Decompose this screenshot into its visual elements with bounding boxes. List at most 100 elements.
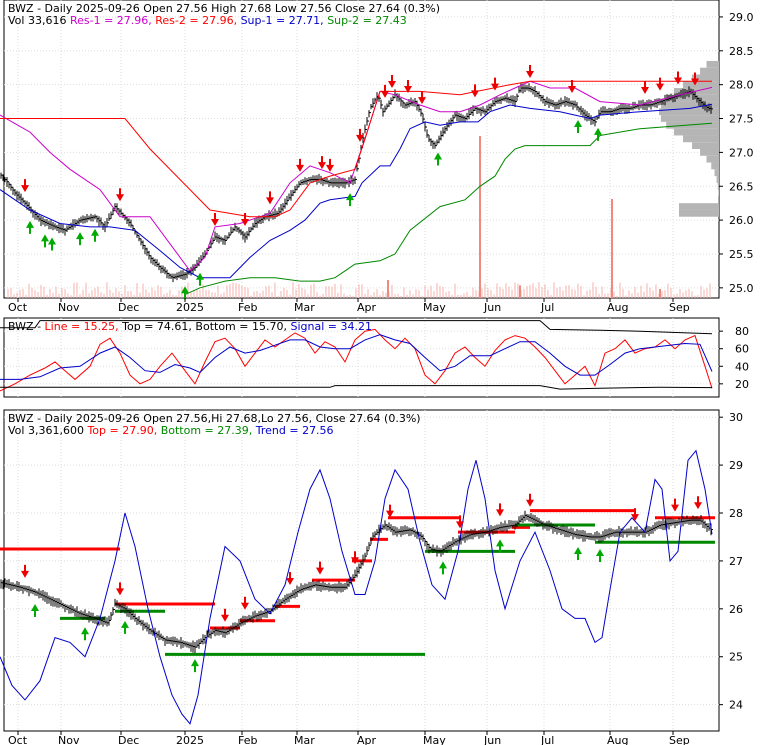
buy-arrow	[41, 234, 49, 248]
series-line-top	[0, 320, 713, 335]
x-tick-label: Mar	[294, 734, 315, 745]
sell-arrow	[496, 503, 504, 517]
sell-arrow	[241, 596, 249, 610]
panel-title-part: Bottom = 15.70,	[195, 320, 290, 333]
volume-profile-bar	[679, 209, 719, 217]
x-tick-label: Aug	[607, 734, 628, 745]
y-tick-label: 29.0	[729, 11, 754, 24]
sell-arrow	[641, 80, 649, 94]
x-tick-label: Aug	[607, 301, 628, 314]
y-tick-label: 25.0	[729, 282, 754, 295]
buy-arrow	[91, 228, 99, 242]
volume-profile-bar	[679, 203, 719, 210]
panel-3: 24 25 26 27 28 29 30 BWZ - Daily 2025-09-26 Ope…	[0, 409, 743, 745]
sell-arrow	[326, 158, 334, 172]
panel-title: BWZ - Daily 2025-09-26 Open 27.56,Hi 27.…	[8, 412, 421, 425]
x-tick-label: Feb	[238, 301, 257, 314]
x-tick-label: Sep	[669, 734, 690, 745]
volume-profile-bar	[674, 128, 719, 136]
sell-arrow	[456, 515, 464, 529]
buy-arrow	[76, 232, 84, 246]
x-tick-label: Jul	[540, 734, 554, 745]
x-tick-label: Dec	[118, 301, 139, 314]
y-tick-label: 20	[735, 378, 749, 391]
panel-subtitle-part: Top = 27.90,	[86, 424, 160, 437]
y-tick-label: 30	[729, 411, 743, 424]
sell-arrow	[526, 65, 534, 79]
panel-title-part: Top = 74.61,	[121, 320, 195, 333]
buy-arrow	[594, 127, 602, 141]
panel-title: BWZ - Line = 15.25, Top = 74.61, Bottom …	[8, 320, 372, 333]
panel-subtitle-part: Sup-1 = 27.71,	[241, 14, 328, 27]
panel-2: 20 40 60 80 BWZ - Line = 15.25, Top = 74.61,…	[0, 317, 749, 398]
sell-arrow	[418, 91, 426, 105]
sell-arrow	[631, 508, 639, 522]
volume-profile-bar	[716, 176, 719, 183]
x-tick-label: Nov	[58, 301, 80, 314]
volume-profile-bar	[659, 108, 719, 116]
volume-profile-bar	[660, 115, 719, 122]
panel-subtitle-part: Vol 3,361,600	[8, 424, 87, 437]
sell-arrow	[356, 128, 364, 142]
y-tick-label: 40	[735, 360, 749, 373]
buy-arrow	[574, 120, 582, 134]
y-tick-label: 60	[735, 343, 749, 356]
buy-arrow	[439, 561, 447, 575]
buy-arrow	[31, 604, 39, 618]
sell-arrow	[656, 77, 664, 91]
series-line-line	[0, 328, 713, 392]
panel-title-part: BWZ - Daily 2025-09-26 Open 27.56 High 2…	[8, 2, 440, 15]
volume-profile-bar	[692, 142, 719, 149]
sell-arrow	[674, 71, 682, 85]
series-line-sup-1	[0, 103, 713, 279]
x-tick-label: Oct	[8, 734, 28, 745]
series-line-bottom	[0, 385, 713, 390]
buy-arrow	[196, 272, 204, 286]
x-tick-label: Jul	[540, 301, 554, 314]
panel-subtitle: Vol 33,616 Res-1 = 27.96, Res-2 = 27.96,…	[8, 14, 407, 27]
panel-subtitle-part: Trend = 27.56	[255, 424, 334, 437]
y-tick-label: 27.0	[729, 146, 754, 159]
y-tick-label: 28.5	[729, 45, 754, 58]
y-tick-label: 29	[729, 459, 743, 472]
y-tick-label: 28	[729, 507, 743, 520]
panel-subtitle-part: Vol 33,616	[8, 14, 70, 27]
x-tick-label: Mar	[294, 301, 315, 314]
volume-profile-bar	[711, 162, 719, 170]
sell-arrow	[671, 498, 679, 512]
sell-arrow	[21, 179, 29, 193]
y-tick-label: 27	[729, 555, 743, 568]
y-tick-label: 26.0	[729, 214, 754, 227]
volume-profile-bar	[666, 121, 719, 129]
sell-arrow	[404, 79, 412, 93]
sell-arrow	[296, 158, 304, 172]
x-tick-label: 2025	[176, 734, 204, 745]
panel-title-part: BWZ - Daily 2025-09-26 Open 27.56,Hi 27.…	[8, 412, 421, 425]
buy-arrow	[48, 237, 56, 251]
y-tick-label: 25	[729, 651, 743, 664]
x-tick-label: Jun	[483, 734, 501, 745]
panel-title-part: BWZ -	[8, 320, 45, 333]
sell-arrow	[318, 156, 326, 170]
volume-profile-bar	[692, 74, 719, 82]
buy-arrow	[346, 193, 354, 207]
buy-arrow	[181, 286, 189, 300]
x-tick-label: Dec	[118, 734, 139, 745]
y-tick-label: 27.5	[729, 113, 754, 126]
sell-arrow	[691, 72, 699, 86]
x-tick-label: Jun	[483, 301, 501, 314]
volume-profile-bar	[717, 182, 719, 190]
volume-profile-bar	[683, 135, 719, 143]
sell-arrow	[241, 213, 249, 227]
volume-profile-bar	[700, 149, 719, 156]
sell-arrow	[381, 84, 389, 98]
sell-arrow	[526, 493, 534, 507]
panel-title-part: Line = 15.25,	[45, 320, 123, 333]
buy-arrow	[81, 627, 89, 641]
x-tick-label: May	[423, 301, 446, 314]
series-line-res-2	[0, 80, 712, 218]
buy-arrow	[121, 620, 129, 634]
sell-arrow	[694, 496, 702, 510]
series-line-sup-2	[184, 122, 713, 296]
